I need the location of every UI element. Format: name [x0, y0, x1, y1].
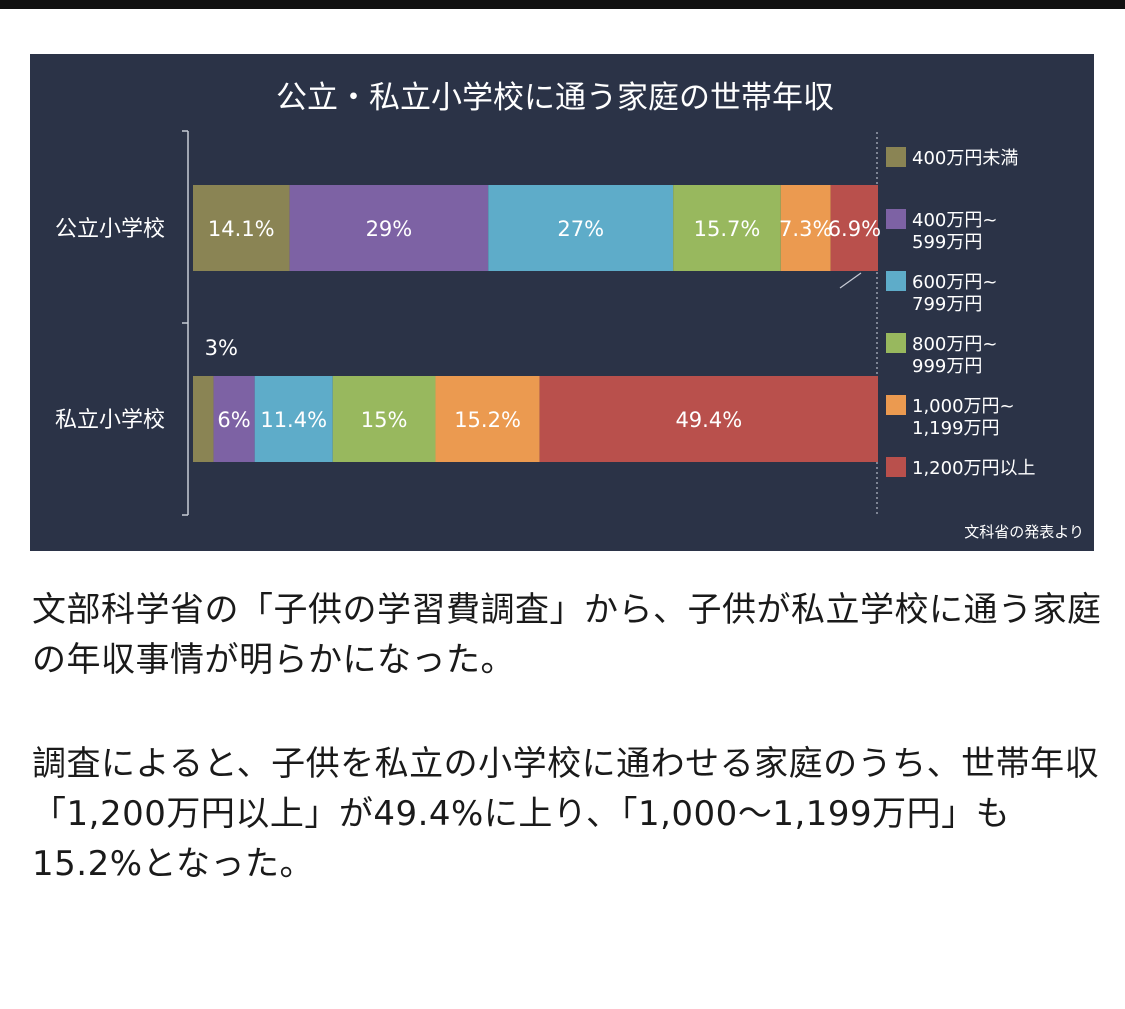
bar-segment-1-4	[435, 376, 540, 462]
source-note: 文科省の発表より	[964, 523, 1084, 541]
legend-swatch-4	[886, 395, 906, 415]
article-paragraph-1: 文部科学省の「子供の学習費調査」から、子供が私立学校に通う家庭の年収事情が明らか…	[32, 590, 1102, 680]
article-paragraph-2: 調査によると、子供を私立の小学校に通わせる家庭のうち、世帯年収「1,200万円以…	[32, 744, 1100, 884]
chart-title: 公立・私立小学校に通う家庭の世帯年収	[276, 80, 834, 116]
bar-segment-0-5	[830, 185, 878, 271]
data-label-0-0: 14.1%	[208, 217, 275, 241]
data-label-0-2: 27%	[557, 217, 604, 241]
bar-segment-1-1	[213, 376, 255, 462]
category-label-0: 公立小学校	[55, 217, 165, 242]
data-label-0-5: 6.9%	[828, 217, 881, 241]
bar-segment-0-4	[780, 185, 831, 271]
legend-label-4-1: 1,199万円	[912, 418, 1000, 439]
data-label-1-1: 6%	[217, 408, 250, 432]
bar-segment-0-3	[673, 185, 781, 271]
legend-label-2-1: 799万円	[912, 294, 982, 315]
legend-swatch-0	[886, 147, 906, 167]
top-bar	[0, 0, 1125, 9]
legend-label-0-0: 400万円未満	[912, 148, 1018, 169]
article-body: 文部科学省の「子供の学習費調査」から、子供が私立学校に通う家庭の年収事情が明らか…	[32, 585, 1102, 943]
legend-swatch-2	[886, 271, 906, 291]
bar-segment-1-5	[539, 376, 878, 462]
bar-segment-0-2	[488, 185, 674, 271]
bar-segment-1-3	[332, 376, 436, 462]
data-label-1-4: 15.2%	[454, 408, 521, 432]
data-label-1-3: 15%	[361, 408, 408, 432]
bar-segment-0-1	[289, 185, 489, 271]
data-label-0-4: 7.3%	[779, 217, 832, 241]
legend-label-1-0: 400万円~	[912, 210, 997, 231]
legend-label-5-0: 1,200万円以上	[912, 458, 1036, 479]
data-label-1-2: 11.4%	[260, 408, 327, 432]
legend-label-1-1: 599万円	[912, 232, 982, 253]
bar-segment-1-2	[254, 376, 333, 462]
legend-label-4-0: 1,000万円~	[912, 396, 1015, 417]
legend-label-3-0: 800万円~	[912, 334, 997, 355]
legend-swatch-1	[886, 209, 906, 229]
data-label-0-3: 15.7%	[694, 217, 761, 241]
category-label-1: 私立小学校	[55, 408, 165, 433]
bar-segment-1-0	[193, 376, 214, 462]
data-label-1-5: 49.4%	[675, 408, 742, 432]
legend-swatch-5	[886, 457, 906, 477]
legend-swatch-3	[886, 333, 906, 353]
legend-label-2-0: 600万円~	[912, 272, 997, 293]
chart: 公立・私立小学校に通う家庭の世帯年収公立小学校私立小学校 14.1% 29% 27% 1…	[30, 54, 1094, 551]
data-label-0-1: 29%	[366, 217, 413, 241]
leader-line	[839, 272, 862, 289]
legend-label-3-1: 999万円	[912, 356, 982, 377]
data-label-1-0: 3%	[205, 336, 238, 360]
bar-segment-0-0	[193, 185, 290, 271]
